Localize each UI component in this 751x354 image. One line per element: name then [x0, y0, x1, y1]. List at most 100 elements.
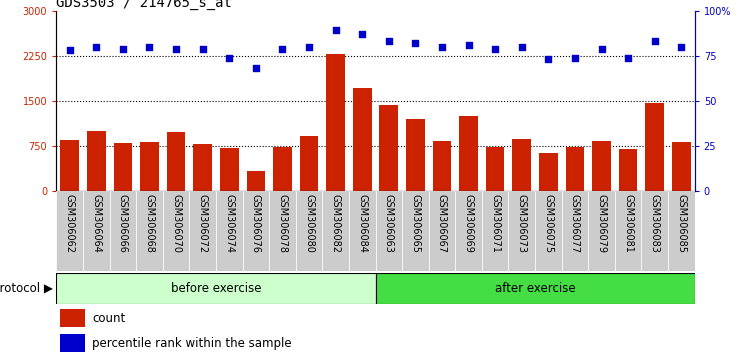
Text: GSM306080: GSM306080 — [304, 194, 314, 252]
Bar — [189, 191, 216, 271]
Text: GSM306066: GSM306066 — [118, 194, 128, 252]
Text: GSM306076: GSM306076 — [251, 194, 261, 252]
Bar — [163, 191, 189, 271]
Bar — [641, 191, 668, 271]
Bar — [246, 171, 265, 191]
Bar — [296, 191, 322, 271]
Text: GSM306072: GSM306072 — [198, 194, 207, 253]
Point — [596, 46, 608, 51]
Bar — [619, 149, 638, 191]
Bar — [322, 191, 349, 271]
Text: GSM306084: GSM306084 — [357, 194, 367, 252]
Text: after exercise: after exercise — [495, 282, 575, 295]
Text: GDS3503 / 214765_s_at: GDS3503 / 214765_s_at — [56, 0, 232, 10]
Text: GSM306067: GSM306067 — [437, 194, 447, 252]
Point — [330, 28, 342, 33]
Bar — [562, 191, 588, 271]
Text: protocol ▶: protocol ▶ — [0, 282, 53, 295]
Point — [383, 39, 395, 44]
Bar — [376, 273, 695, 304]
Bar — [406, 119, 425, 191]
Bar — [87, 131, 106, 191]
Point — [649, 39, 661, 44]
Bar — [535, 191, 562, 271]
Text: GSM306079: GSM306079 — [596, 194, 607, 252]
Point — [170, 46, 182, 51]
Text: GSM306069: GSM306069 — [463, 194, 474, 252]
Bar — [56, 273, 376, 304]
Text: GSM306077: GSM306077 — [570, 194, 580, 253]
Bar — [668, 191, 695, 271]
Text: GSM306085: GSM306085 — [677, 194, 686, 252]
Bar — [59, 334, 85, 352]
Bar — [376, 191, 402, 271]
Bar — [56, 191, 83, 271]
Text: GSM306083: GSM306083 — [650, 194, 660, 252]
Point — [516, 44, 528, 50]
Bar — [83, 191, 110, 271]
Bar — [460, 116, 478, 191]
Point — [436, 44, 448, 50]
Bar — [110, 191, 136, 271]
Point — [542, 57, 554, 62]
Point — [622, 55, 634, 61]
Bar — [508, 191, 535, 271]
Bar — [566, 147, 584, 191]
Bar — [672, 142, 691, 191]
Point — [117, 46, 129, 51]
Bar — [539, 153, 558, 191]
Bar — [140, 142, 158, 191]
Bar — [353, 88, 372, 191]
Point — [64, 47, 76, 53]
Point — [569, 55, 581, 61]
Text: GSM306064: GSM306064 — [91, 194, 101, 252]
Bar — [402, 191, 429, 271]
Point — [90, 44, 102, 50]
Point — [356, 31, 368, 37]
Bar — [512, 139, 531, 191]
Point — [409, 40, 421, 46]
Bar — [167, 132, 185, 191]
Point — [489, 46, 501, 51]
Point — [197, 46, 209, 51]
Bar — [273, 147, 291, 191]
Point — [250, 65, 262, 71]
Bar — [216, 191, 243, 271]
Text: GSM306081: GSM306081 — [623, 194, 633, 252]
Bar — [349, 191, 376, 271]
Bar — [593, 141, 611, 191]
Point — [223, 55, 235, 61]
Text: GSM306078: GSM306078 — [277, 194, 288, 252]
Text: percentile rank within the sample: percentile rank within the sample — [92, 337, 292, 350]
Bar — [433, 141, 451, 191]
Text: GSM306065: GSM306065 — [410, 194, 421, 252]
Text: GSM306062: GSM306062 — [65, 194, 74, 252]
Text: GSM306063: GSM306063 — [384, 194, 394, 252]
Bar — [379, 104, 398, 191]
Text: GSM306082: GSM306082 — [330, 194, 341, 252]
Bar — [269, 191, 296, 271]
Bar — [193, 144, 212, 191]
Text: GSM306075: GSM306075 — [544, 194, 553, 253]
Bar — [455, 191, 482, 271]
Bar — [243, 191, 269, 271]
Bar — [60, 140, 79, 191]
Point — [303, 44, 315, 50]
Bar — [429, 191, 455, 271]
Text: GSM306070: GSM306070 — [171, 194, 181, 252]
Bar — [136, 191, 163, 271]
Bar — [588, 191, 615, 271]
Point — [463, 42, 475, 48]
Bar — [615, 191, 641, 271]
Bar — [59, 309, 85, 327]
Text: GSM306071: GSM306071 — [490, 194, 500, 252]
Point — [276, 46, 288, 51]
Bar — [326, 54, 345, 191]
Bar — [300, 136, 318, 191]
Bar — [486, 147, 505, 191]
Bar — [482, 191, 508, 271]
Point — [675, 44, 687, 50]
Text: GSM306068: GSM306068 — [144, 194, 155, 252]
Text: GSM306074: GSM306074 — [225, 194, 234, 252]
Bar — [645, 103, 664, 191]
